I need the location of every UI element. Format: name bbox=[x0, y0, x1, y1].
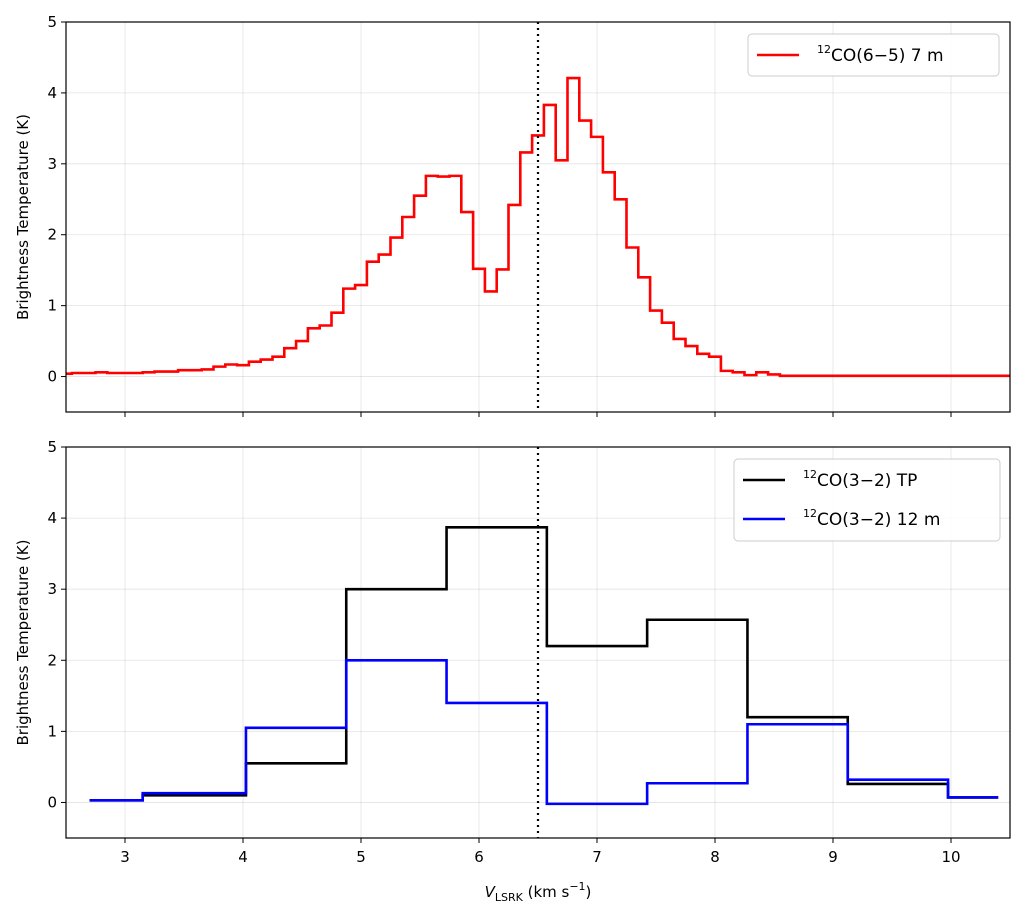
bottom-ytick-label: 1 bbox=[47, 722, 57, 740]
top-legend-label-text-0: CO(6−5) 7 m bbox=[831, 46, 944, 66]
bottom-xtick-label: 10 bbox=[941, 848, 960, 866]
bottom-legend-label-text-0: CO(3−2) TP bbox=[817, 471, 917, 491]
bottom-xtick-label: 6 bbox=[474, 848, 484, 866]
top-legend: 12CO(6−5) 7 m bbox=[747, 33, 1000, 77]
bottom-xtick-label: 7 bbox=[592, 848, 602, 866]
x-axis-label-unit-sup: −1 bbox=[569, 880, 585, 893]
bottom-ytick-label: 0 bbox=[47, 793, 57, 811]
x-axis-label-unit-end: ) bbox=[586, 883, 592, 901]
top-ytick-label: 0 bbox=[47, 368, 57, 386]
top-series-0-line bbox=[66, 76, 1010, 378]
top-y-axis-label: Brightness Temperature (K) bbox=[14, 114, 32, 320]
bottom-ytick-label: 3 bbox=[47, 580, 57, 598]
bottom-ytick-label: 5 bbox=[47, 438, 57, 456]
bottom-xtick-label: 5 bbox=[356, 848, 366, 866]
x-axis-label-var: V bbox=[485, 883, 497, 901]
bottom-xtick-label: 8 bbox=[710, 848, 720, 866]
x-axis-label-sub: LSRK bbox=[495, 891, 524, 904]
top-ytick-label: 4 bbox=[47, 84, 57, 102]
bottom-y-axis-label: Brightness Temperature (K) bbox=[14, 540, 32, 746]
bottom-series-0-line bbox=[89, 526, 999, 802]
top-ytick-label: 5 bbox=[47, 13, 57, 31]
bottom-xtick-label: 9 bbox=[828, 848, 838, 866]
top-ytick-label: 2 bbox=[47, 226, 57, 244]
bottom-plot-frame bbox=[65, 446, 1011, 839]
top-ytick-label: 3 bbox=[47, 155, 57, 173]
bottom-series-1-line bbox=[89, 658, 999, 806]
bottom-legend-label-sup-0: 12 bbox=[803, 468, 817, 481]
bottom-series-group bbox=[89, 526, 999, 806]
x-axis-label-unit: (km s bbox=[528, 883, 570, 901]
top-legend-box bbox=[747, 33, 1000, 77]
bottom-legend-label-0: 12CO(3−2) TP bbox=[803, 468, 917, 491]
bottom-xtick-label: 4 bbox=[238, 848, 248, 866]
top-legend-label-sup-0: 12 bbox=[817, 43, 831, 56]
x-axis-label: VLSRK (km s−1) bbox=[485, 880, 592, 904]
bottom-legend-label-1: 12CO(3−2) 12 m bbox=[803, 507, 940, 530]
top-legend-label-0: 12CO(6−5) 7 m bbox=[817, 43, 944, 66]
top-plot-frame bbox=[65, 21, 1011, 413]
bottom-ytick-label: 2 bbox=[47, 651, 57, 669]
bottom-legend-label-text-1: CO(3−2) 12 m bbox=[817, 510, 940, 530]
top-series-group bbox=[66, 76, 1010, 378]
bottom-legend-box bbox=[733, 458, 1001, 542]
bottom-ytick-label: 4 bbox=[47, 509, 57, 527]
bottom-xtick-label: 3 bbox=[120, 848, 130, 866]
bottom-legend-label-sup-1: 12 bbox=[803, 507, 817, 520]
top-ytick-label: 1 bbox=[47, 297, 57, 315]
